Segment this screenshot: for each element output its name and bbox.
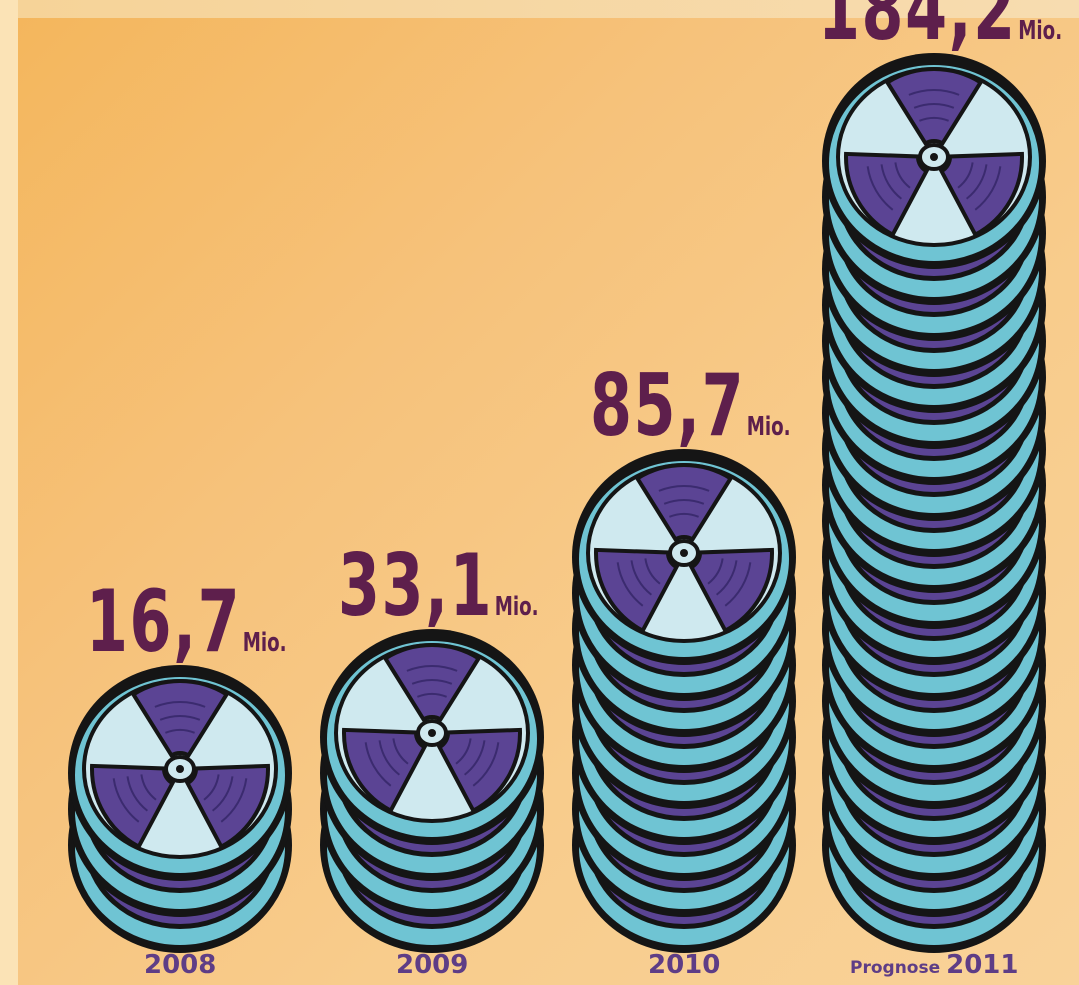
data-label-unit: Mio. xyxy=(1018,16,1063,46)
data-label-unit: Mio. xyxy=(746,412,791,442)
data-label-2011: 184,2Mio. xyxy=(818,0,1062,53)
x-tick-year: 2010 xyxy=(648,950,721,980)
data-label-value: 33,1 xyxy=(338,536,494,636)
disc-layer xyxy=(68,665,292,881)
x-tick-label-2009: 2009 xyxy=(396,952,468,978)
x-tick-year: 2011 xyxy=(946,950,1019,980)
bar-stack-2009 xyxy=(320,629,544,953)
data-label-2009: 33,1Mio. xyxy=(338,543,539,629)
x-tick-label-2008: 2008 xyxy=(144,952,216,978)
disc-layer xyxy=(320,629,544,845)
bar-stack-2008 xyxy=(68,665,292,953)
disc-layer xyxy=(572,449,796,665)
data-label-2008: 16,7Mio. xyxy=(86,579,287,665)
data-label-value: 16,7 xyxy=(86,572,242,672)
x-tick-year: 2008 xyxy=(144,950,217,980)
data-label-2010: 85,7Mio. xyxy=(590,363,791,449)
bar-stack-2010 xyxy=(572,449,796,953)
x-tick-year: 2009 xyxy=(396,950,469,980)
disc-layer xyxy=(822,53,1046,269)
data-label-value: 85,7 xyxy=(590,356,746,456)
data-label-unit: Mio. xyxy=(494,592,539,622)
data-label-unit: Mio. xyxy=(242,628,287,658)
x-tick-label-2011: Prognose 2011 xyxy=(850,952,1019,978)
data-label-value: 184,2 xyxy=(818,0,1017,60)
bar-stack-2011 xyxy=(822,53,1046,953)
x-tick-label-2010: 2010 xyxy=(648,952,720,978)
x-tick-prefix: Prognose xyxy=(850,958,941,978)
top-band xyxy=(18,0,1079,18)
